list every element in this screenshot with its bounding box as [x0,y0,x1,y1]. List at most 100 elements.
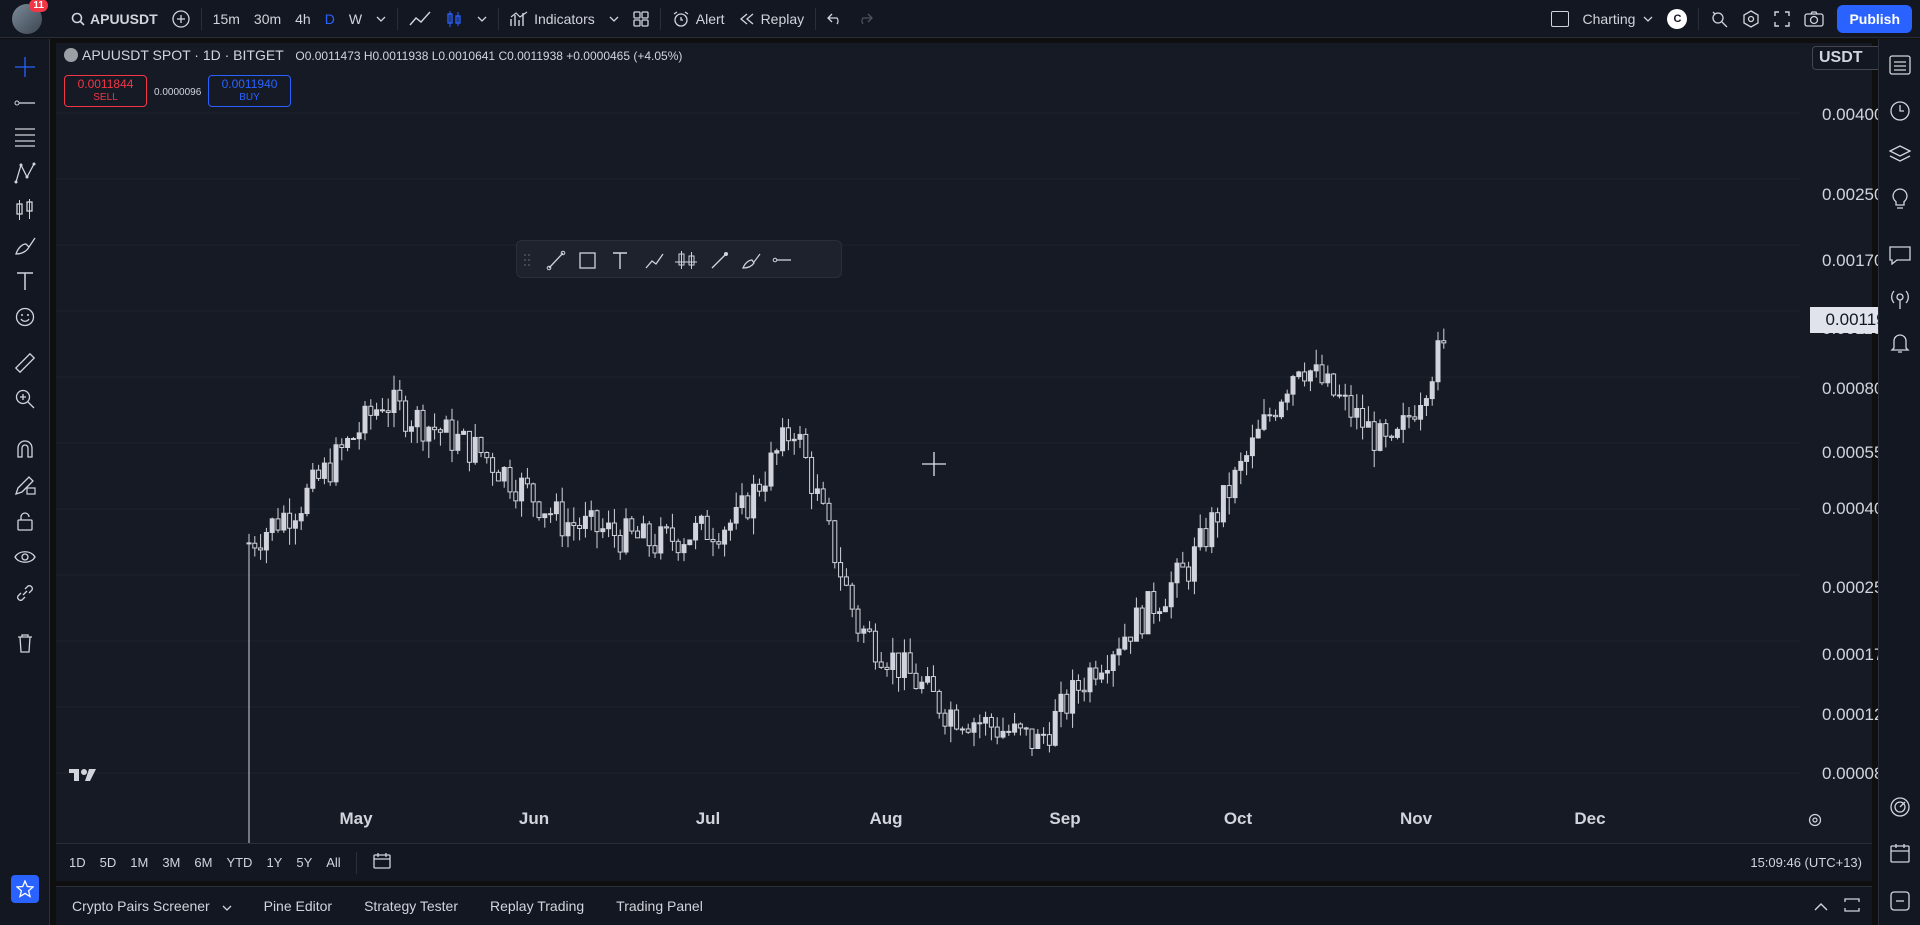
collapse-panel-button[interactable] [1804,899,1838,914]
brush-icon[interactable] [742,253,761,269]
object-tree-button[interactable] [1888,143,1912,167]
indicators-button[interactable]: Indicators [503,0,626,38]
interval-15m[interactable]: 15m [212,10,240,27]
replay-button[interactable]: Replay [732,0,812,38]
candle-body [1041,733,1047,736]
trendline-tool[interactable] [13,91,37,115]
watchlist-star-button[interactable] [11,875,39,903]
forecast-tool[interactable] [13,197,37,221]
horizontal-ray-icon[interactable] [772,257,791,263]
magnet-tool[interactable] [13,437,37,461]
undo-button[interactable] [820,0,850,38]
candle-body [1064,693,1070,714]
candle [1186,561,1192,590]
snapshot-button[interactable] [1797,0,1831,38]
alert-button[interactable]: Alert [665,0,732,38]
bell-icon [1890,334,1910,353]
path-icon[interactable] [645,253,664,269]
hide-drawings[interactable] [13,545,37,569]
goto-date-button[interactable] [365,852,399,873]
line-chart-button[interactable] [402,0,438,38]
interval-30m[interactable]: 30m [253,10,282,27]
tab-replay-trading[interactable]: Replay Trading [490,898,585,914]
chart-type-dropdown[interactable] [470,0,494,38]
candle-body [246,542,252,545]
chart-pane[interactable]: APUUSDT SPOT · 1D · BITGET O0.0011473 H0… [56,43,1920,843]
remove-drawings[interactable] [13,631,37,655]
candle [1255,419,1261,439]
range-3m[interactable]: 3M [162,855,181,870]
measure-tool[interactable] [13,351,37,375]
maximize-panel-button[interactable] [1838,897,1872,915]
interval-w[interactable]: W [348,10,363,27]
pattern-tool[interactable] [13,161,37,185]
lock-drawings[interactable] [13,509,37,533]
templates-button[interactable] [626,0,656,38]
stay-in-drawing-mode[interactable] [13,473,37,497]
range-1m[interactable]: 1M [130,855,149,870]
publish-button[interactable]: Publish [1837,4,1912,33]
candle-body [652,545,658,554]
quick-search-button[interactable] [1703,0,1735,38]
text-tool[interactable] [13,269,37,293]
candlestick-chart[interactable] [56,43,1872,843]
fullscreen-button[interactable] [1767,0,1797,38]
candle-body [1180,562,1186,568]
ideas-button[interactable] [1888,187,1912,211]
candle-body [1191,546,1197,582]
tab-trading-panel[interactable]: Trading Panel [616,898,703,914]
range-5d[interactable]: 5D [99,855,117,870]
dom-button[interactable] [1888,795,1912,819]
alerts-button[interactable] [1888,99,1912,123]
chats-button[interactable] [1888,243,1912,267]
sync-drawings[interactable] [13,581,37,605]
axis-settings-button[interactable] [1808,813,1822,830]
notifications-button[interactable] [1888,331,1912,355]
interval-dropdown[interactable] [369,0,393,38]
candle-body [553,501,559,515]
interval-4h[interactable]: 4h [295,10,311,27]
tab-pine-editor[interactable]: Pine Editor [263,898,333,914]
candle [971,717,977,747]
rectangle-icon[interactable] [579,252,596,269]
interval-d[interactable]: D [324,10,335,27]
candle [1325,365,1331,387]
range-5y[interactable]: 5Y [296,855,313,870]
trendline-icon[interactable] [546,250,566,271]
candle [698,514,704,531]
brush-tool[interactable] [13,233,37,257]
calendar-button[interactable] [1888,841,1912,865]
zoom-tool[interactable] [13,387,37,411]
add-symbol-button[interactable] [165,0,197,38]
drawing-toolbar [0,39,50,925]
watchlist-button[interactable] [1888,53,1912,77]
settings-button[interactable] [1735,0,1767,38]
help-button[interactable] [1888,889,1912,913]
candles-button[interactable] [438,0,470,38]
long-position-icon[interactable] [675,251,697,269]
candle-body [1255,428,1261,439]
layout-menu[interactable]: Charting [1576,0,1661,38]
layout-badge[interactable]: C [1660,0,1694,38]
tab-strategy-tester[interactable]: Strategy Tester [364,898,458,914]
text-icon[interactable] [613,252,627,269]
fib-tool[interactable] [13,125,37,149]
ray-icon[interactable] [711,252,728,269]
icon-tool[interactable] [13,305,37,329]
candle-body [838,562,844,578]
avatar[interactable]: 11 [12,0,48,34]
redo-button[interactable] [850,0,880,38]
symbol-search[interactable]: APUUSDT [64,0,165,38]
sell-button[interactable]: 0.0011844 SELL [64,75,147,107]
range-all[interactable]: All [326,855,341,870]
crosshair-tool[interactable] [13,55,37,79]
tab-crypto-screener[interactable]: Crypto Pairs Screener [56,898,248,914]
fullscreen-toggle[interactable] [1544,0,1576,38]
range-1d[interactable]: 1D [69,855,86,870]
range-6m[interactable]: 6M [194,855,213,870]
range-ytd[interactable]: YTD [226,855,253,870]
buy-button[interactable]: 0.0011940 BUY [208,75,291,107]
clock-label[interactable]: 15:09:46 (UTC+13) [1750,855,1862,870]
streams-button[interactable] [1888,287,1912,311]
range-1y[interactable]: 1Y [266,855,283,870]
